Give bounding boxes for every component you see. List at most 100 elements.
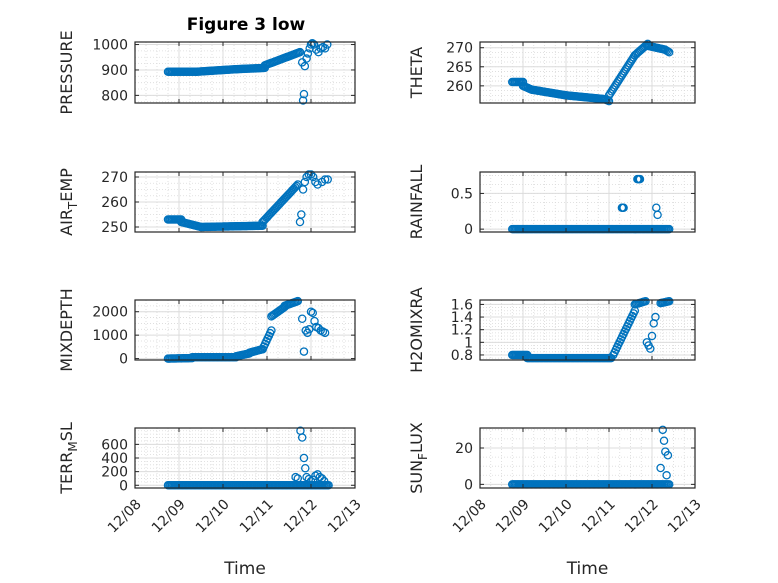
y-axis-label-main: RAINFALL	[407, 165, 426, 240]
data-point	[619, 203, 628, 212]
y-axis-label: PRESSURE	[57, 30, 76, 114]
data-point	[320, 328, 330, 338]
y-axis-label-subscript: F	[416, 453, 430, 460]
data-point	[646, 344, 655, 353]
data-point	[664, 48, 674, 57]
x-tick-label: 12/11	[237, 496, 277, 536]
data-point	[662, 471, 671, 480]
x-tick-label: 12/12	[622, 496, 662, 536]
data-point	[301, 463, 310, 473]
y-axis-label-rest: LUX	[407, 422, 426, 453]
y-tick-label: 0.5	[451, 186, 473, 202]
data-point	[664, 297, 674, 306]
data-point	[302, 54, 311, 63]
data-point	[293, 474, 303, 483]
data-point	[308, 172, 318, 182]
data-point	[313, 180, 322, 189]
series-markers	[163, 39, 332, 105]
x-tick-label: 12/13	[665, 496, 705, 536]
data-point	[310, 316, 319, 326]
data-point	[298, 185, 308, 194]
series-markers	[163, 170, 332, 232]
data-point	[303, 49, 313, 58]
y-axis-label-rest: EMP	[57, 168, 76, 202]
data-point	[320, 175, 330, 184]
y-axis-label-main: PRESSURE	[57, 30, 76, 114]
data-point	[299, 89, 309, 99]
x-tick-label: 12/10	[193, 496, 233, 536]
x-tick-label: 12/08	[105, 496, 145, 536]
data-point	[295, 217, 305, 227]
data-point	[293, 180, 303, 189]
y-tick-label: 0	[464, 222, 473, 238]
axes-frame	[134, 41, 356, 104]
data-point	[290, 183, 300, 192]
data-point	[664, 224, 674, 234]
data-point	[297, 433, 307, 442]
data-point	[663, 47, 673, 56]
y-tick-label: 270	[446, 41, 473, 57]
y-tick-label: 270	[101, 170, 128, 186]
data-point	[295, 47, 305, 57]
axes-h2omixra: 0.811.21.41.6 H2OMIXRA	[407, 287, 696, 373]
y-tick-label: 250	[101, 220, 128, 236]
data-point	[297, 314, 307, 323]
data-point	[653, 210, 662, 220]
y-tick-label: 260	[101, 195, 128, 211]
x-tick-label: 12/13	[325, 496, 365, 536]
data-point	[656, 463, 665, 473]
figure-title: Figure 3 low	[187, 15, 306, 35]
y-tick-label: 400	[101, 451, 128, 467]
data-point	[300, 61, 310, 71]
axes-frame	[479, 427, 696, 489]
axes-frame	[479, 171, 696, 233]
data-point	[292, 181, 301, 191]
y-tick-label: 260	[446, 79, 473, 95]
y-axis-label: MIXDEPTH	[57, 288, 76, 371]
y-tick-label: 1.2	[451, 323, 473, 339]
x-axis-label: Time	[566, 559, 609, 579]
axes-sunflux: 0 20 12/08 12/09 12/10 12/11 12/12 12/13 Time SUN…	[407, 422, 705, 579]
y-tick-label: 1000	[92, 38, 128, 54]
data-point	[299, 347, 309, 356]
y-axis-label: THETA	[407, 47, 426, 99]
y-tick-label: 20	[455, 441, 473, 457]
y-tick-label: 800	[101, 88, 128, 104]
series-markers	[507, 39, 674, 106]
data-point	[319, 476, 329, 486]
y-axis-label-subscript: M	[66, 441, 80, 451]
data-point	[267, 326, 276, 335]
axes-frame	[479, 41, 696, 104]
y-tick-label: 0	[119, 352, 128, 368]
y-axis-label-main: TERR	[57, 452, 76, 495]
y-tick-label: 0	[119, 478, 128, 494]
y-axis-label: SUNFLUX	[407, 422, 430, 494]
y-tick-label: 1.4	[451, 310, 473, 326]
data-point	[293, 296, 303, 306]
data-point	[308, 39, 317, 48]
data-point	[659, 436, 669, 445]
data-point	[652, 203, 661, 212]
x-tick-label: 12/10	[536, 496, 576, 536]
y-axis-label: RAINFALL	[407, 165, 426, 240]
y-tick-label: 0.8	[451, 348, 473, 364]
data-point	[306, 40, 316, 49]
data-point	[635, 174, 645, 184]
x-tick-label: 12/12	[281, 496, 321, 536]
data-point	[299, 453, 309, 463]
y-axis-label-main: H2OMIXRA	[407, 287, 426, 373]
y-tick-label: 1.6	[451, 297, 473, 313]
y-axis-label: TERRMSL	[57, 422, 80, 495]
data-point	[298, 96, 308, 105]
y-tick-label: 1	[464, 335, 473, 351]
y-axis-label-subscript: T	[66, 201, 80, 210]
x-axis-label: Time	[223, 559, 266, 579]
axes-frame	[134, 299, 356, 361]
y-tick-label: 0	[464, 477, 473, 493]
data-point	[306, 170, 316, 179]
data-point	[641, 297, 650, 306]
y-axis-label-main: SUN	[407, 460, 426, 494]
